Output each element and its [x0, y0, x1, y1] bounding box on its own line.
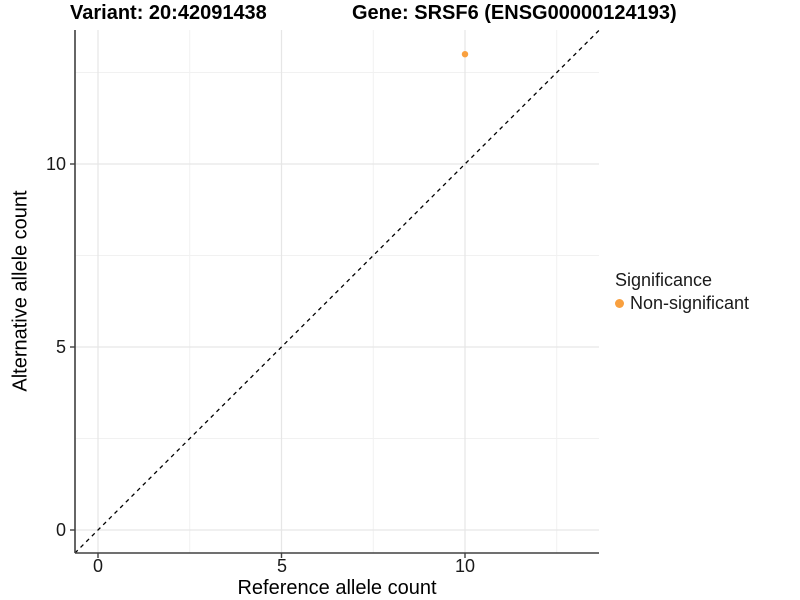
x-tick-label-10: 10	[454, 556, 476, 576]
y-tick-label-0: 0	[55, 520, 66, 540]
x-axis-title: Reference allele count	[237, 577, 437, 599]
legend-item-non-significant: Non-significant	[615, 293, 749, 313]
data-point	[461, 51, 469, 58]
legend-item-label: Non-significant	[630, 293, 750, 313]
legend: Significance Non-significant	[615, 269, 749, 313]
plot-title-gene: Gene: SRSF6 (ENSG00000124193)	[352, 2, 677, 24]
legend-title: Significance	[615, 270, 713, 290]
x-tick-label-0: 0	[92, 556, 103, 576]
y-tick-label-10: 10	[45, 154, 66, 174]
legend-point-icon	[615, 298, 624, 308]
plot-title-variant: Variant: 20:42091438	[70, 2, 267, 24]
y-axis-title: Alternative allele count	[9, 190, 32, 392]
x-tick-label-5: 5	[276, 556, 287, 576]
y-tick-label-5: 5	[55, 337, 66, 357]
identity-line-dashed	[74, 29, 600, 554]
